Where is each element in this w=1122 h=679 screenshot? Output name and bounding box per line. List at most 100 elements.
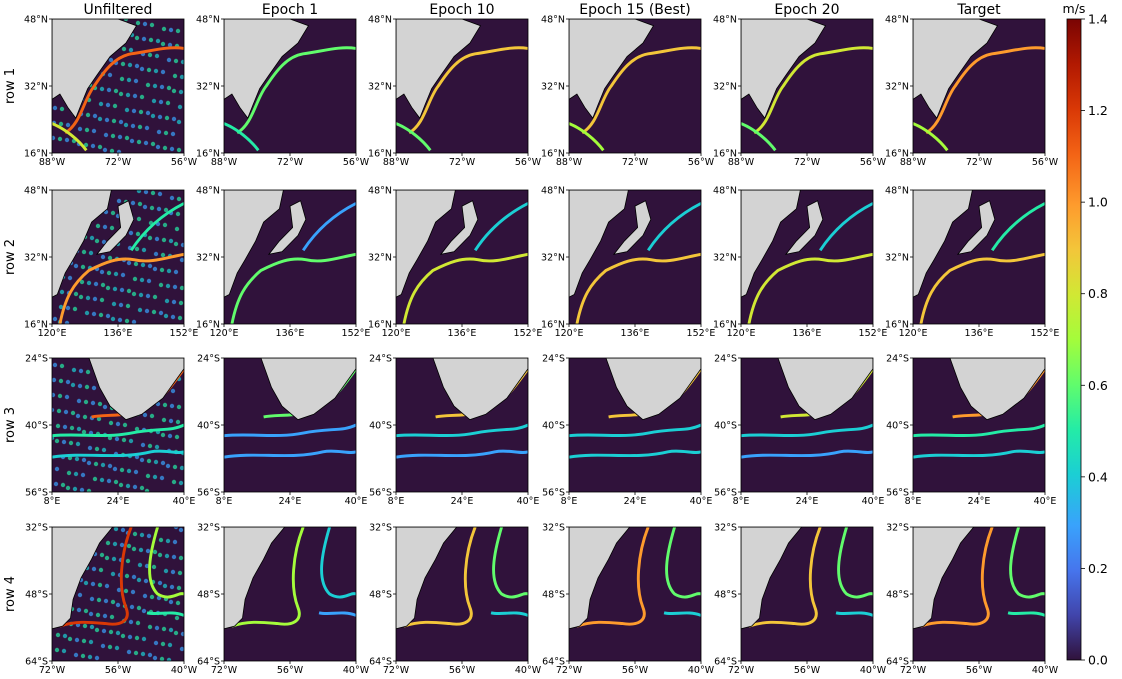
y-tick-label: 56°S <box>542 488 565 499</box>
x-tick-label: 72°W <box>449 157 476 168</box>
current-jet <box>925 46 1045 135</box>
noise-speckle <box>91 128 97 134</box>
noise-speckle <box>52 105 58 111</box>
noise-speckle <box>180 59 184 65</box>
x-tick-label: 72°W <box>556 665 583 676</box>
noise-speckle <box>179 646 184 652</box>
current-jet <box>835 611 873 617</box>
map-panel: 88°W 72°W 56°W 48°N 32°N 16°N <box>24 15 198 169</box>
y-tick-label: 32°N <box>196 82 220 93</box>
noise-speckle <box>97 401 103 407</box>
noise-speckle <box>77 592 83 598</box>
y-tick-label: 48°N <box>885 15 909 26</box>
noise-speckle <box>80 653 86 659</box>
noise-speckle <box>100 282 106 288</box>
land-mask <box>949 358 1045 421</box>
x-tick-label: 56°W <box>343 157 370 168</box>
y-tick-label: 48°N <box>368 186 392 197</box>
noise-speckle <box>144 308 150 314</box>
x-tick-label: 152°E <box>514 328 543 339</box>
noise-speckle <box>145 110 151 116</box>
noise-speckle <box>170 314 176 320</box>
x-tick-label: 72°W <box>794 157 821 168</box>
noise-speckle <box>69 425 75 431</box>
noise-speckle <box>82 414 88 420</box>
current-jet <box>569 423 701 438</box>
map-panel: 88°W 72°W 56°W 48°N 32°N 16°N <box>713 15 887 169</box>
noise-speckle <box>175 28 181 34</box>
y-tick-label: 32°N <box>196 253 220 264</box>
current-jet <box>913 449 1045 459</box>
noise-speckle <box>139 66 145 72</box>
noise-speckle <box>91 311 97 317</box>
y-tick-label: 16°N <box>368 320 392 331</box>
noise-speckle <box>85 112 91 118</box>
noise-speckle <box>101 447 107 453</box>
noise-speckle <box>141 636 147 642</box>
current-jet <box>990 202 1045 252</box>
noise-speckle <box>139 532 145 538</box>
noise-speckle <box>137 562 143 568</box>
noise-speckle <box>99 552 105 558</box>
y-tick-label: 32°N <box>24 82 48 93</box>
row-label: row 2 <box>3 239 18 275</box>
x-tick-label: 56°W <box>622 665 649 676</box>
noise-speckle <box>94 655 100 661</box>
noise-speckle <box>179 74 184 80</box>
noise-speckle <box>91 566 97 572</box>
map-panel: 120°E 136°E 152°E 48°N 32°N 16°N <box>196 186 370 340</box>
noise-speckle <box>85 295 91 301</box>
x-tick-label: 152°E <box>859 328 888 339</box>
noise-speckle <box>158 537 164 543</box>
x-tick-label: 120°E <box>382 328 411 339</box>
x-tick-label: 88°W <box>556 157 583 168</box>
column-titles: Unfiltered Epoch 1 Epoch 10 Epoch 15 (Best)… <box>84 2 1002 18</box>
noise-speckle <box>166 57 172 63</box>
noise-speckle <box>160 460 166 466</box>
noise-speckle <box>101 628 107 634</box>
noise-speckle <box>73 652 79 658</box>
noise-speckle <box>168 627 174 633</box>
noise-speckle <box>58 378 64 384</box>
x-tick-label: 24°E <box>451 496 474 507</box>
x-tick-label: 40°E <box>690 496 713 507</box>
noise-speckle <box>121 46 127 52</box>
x-tick-label: 8°E <box>561 496 578 507</box>
y-tick-label: 48°N <box>713 15 737 26</box>
current-jet <box>919 252 1045 324</box>
current-jet <box>665 527 701 599</box>
noise-speckle <box>112 103 118 109</box>
y-tick-label: 16°N <box>713 320 737 331</box>
noise-speckle <box>90 400 96 406</box>
noise-speckle <box>179 465 184 471</box>
y-tick-label: 48°S <box>886 590 909 601</box>
noise-speckle <box>138 109 144 115</box>
noise-speckle <box>108 629 114 635</box>
x-tick-label: 40°W <box>343 665 370 676</box>
noise-speckle <box>106 270 112 276</box>
noise-speckle <box>177 104 183 110</box>
noise-speckle <box>158 310 164 316</box>
noise-speckle <box>94 627 100 633</box>
noise-speckle <box>134 35 140 41</box>
noise-speckle <box>100 643 106 649</box>
noise-speckle <box>120 633 126 639</box>
noise-speckle <box>175 211 181 217</box>
noise-speckle <box>167 642 173 648</box>
land-mask <box>52 527 114 630</box>
noise-speckle <box>162 583 168 589</box>
noise-speckle <box>55 632 61 638</box>
map-panel: 120°E 136°E 152°E 48°N 32°N 16°N <box>24 186 198 340</box>
land-mask <box>913 190 996 298</box>
x-tick-label: 40°W <box>688 665 715 676</box>
noise-speckle <box>124 573 130 579</box>
noise-speckle <box>59 106 65 112</box>
noise-speckle <box>126 288 132 294</box>
noise-speckle <box>169 195 175 201</box>
x-tick-label: 40°W <box>515 665 542 676</box>
current-jet <box>408 46 528 135</box>
noise-speckle <box>80 472 86 478</box>
noise-speckle <box>164 115 170 121</box>
current-jet <box>569 449 701 459</box>
noise-speckle <box>173 58 179 64</box>
